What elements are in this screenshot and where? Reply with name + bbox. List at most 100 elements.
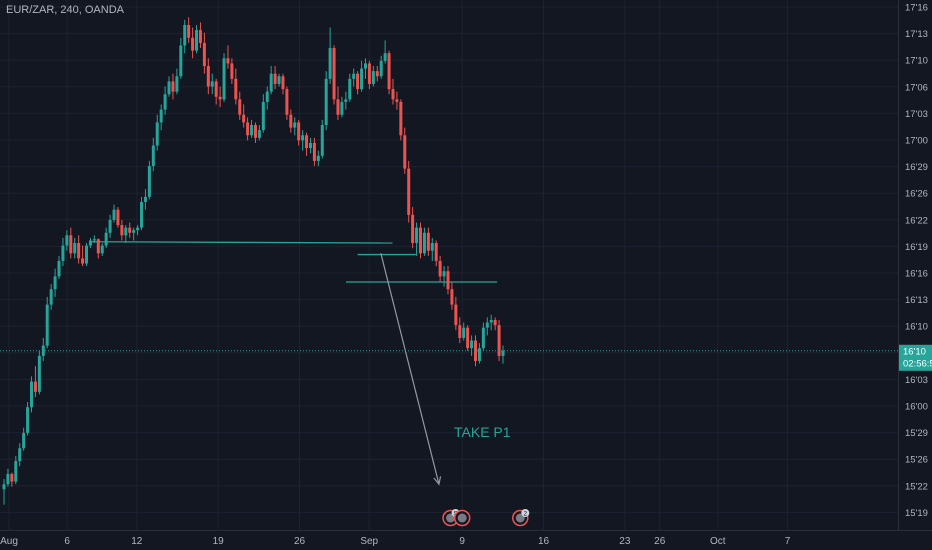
candle-body (175, 76, 179, 92)
price-tick-label: 15'26 (905, 455, 928, 466)
candle-body (336, 99, 340, 115)
candle-body (422, 232, 426, 254)
candle-body (61, 245, 65, 261)
trend-arrow[interactable] (380, 253, 442, 486)
price-tick-label: 17'00 (905, 136, 928, 147)
annotation-take-p1[interactable]: TAKE P1 (454, 424, 511, 440)
candle-body (226, 58, 230, 64)
price-tick-label: 15'22 (905, 481, 928, 492)
candle-body (426, 232, 430, 251)
time-tick-label: 7 (785, 536, 791, 547)
candle-body (265, 91, 269, 102)
candle-body (26, 407, 30, 433)
candle-body (108, 219, 112, 233)
candle-body (250, 125, 254, 136)
candle-body (69, 235, 73, 254)
candle-body (301, 135, 305, 141)
candle-body (132, 230, 136, 233)
candle-body (367, 63, 371, 84)
price-tick-label: 17'03 (905, 109, 928, 120)
time-tick-label: 26 (654, 536, 666, 547)
horizontal-levels[interactable] (90, 241, 498, 283)
time-axis[interactable]: Aug 6 12 19 26 Sep 9 16 23 26 Oct 7 (0, 536, 791, 547)
candle-body (183, 24, 187, 46)
candle-body (151, 145, 155, 167)
time-tick-label: 9 (459, 536, 465, 547)
candle-body (289, 114, 293, 128)
price-tick-label: 17'06 (905, 82, 928, 93)
candle-body (187, 24, 191, 38)
candle-body (124, 227, 128, 236)
candle-body (458, 325, 462, 338)
time-tick-label: Sep (360, 536, 378, 547)
candle-body (128, 227, 132, 233)
candle-body (320, 125, 324, 156)
current-price-label: 16'10 (903, 346, 926, 357)
candle-body (159, 109, 163, 123)
candle-body (391, 89, 395, 100)
price-tick-label: 17'16 (905, 3, 928, 14)
candle-body (171, 81, 175, 92)
symbol-title: EUR/ZAR, 240, OANDA (6, 4, 124, 16)
price-tick-label: 16'26 (905, 189, 928, 200)
time-tick-label: 23 (619, 536, 631, 547)
candle-body (344, 99, 348, 102)
candle-body (328, 48, 332, 79)
candle-body (45, 304, 49, 346)
candle-body (242, 114, 246, 123)
time-tick-label: Aug (0, 536, 18, 547)
candle-body (442, 271, 446, 277)
price-tick-label: 16'10 (905, 322, 928, 333)
candle-body (257, 130, 261, 138)
candle-body (2, 484, 6, 490)
candle-body (375, 71, 379, 77)
event-badge-label: 2 (523, 511, 527, 518)
candle-body (395, 99, 399, 102)
candle-body (104, 232, 108, 246)
candle-body (238, 99, 242, 115)
candle-body (10, 473, 14, 482)
time-tick-label: 12 (131, 536, 143, 547)
candle-body (222, 58, 226, 100)
candle-body (281, 76, 285, 90)
price-tick-label: 16'22 (905, 215, 928, 226)
candle-body (293, 122, 297, 128)
candle-body (403, 135, 407, 169)
candle-body (371, 71, 375, 84)
candle-body (163, 94, 167, 110)
candle-body (348, 78, 352, 100)
candle-body (399, 101, 403, 136)
level-line[interactable] (90, 241, 393, 244)
candle-body (481, 327, 485, 349)
candle-body (202, 42, 206, 67)
candle-body (489, 319, 493, 323)
candle-body (340, 101, 344, 115)
candlestick-series (2, 17, 505, 505)
price-tick-label: 16'13 (905, 295, 928, 306)
candle-body (191, 37, 195, 51)
candle-body (140, 201, 144, 228)
candle-body (277, 76, 281, 84)
time-tick-label: 26 (294, 536, 306, 547)
candle-body (100, 245, 104, 254)
event-markers[interactable]: S2 (442, 509, 530, 527)
candle-body (446, 271, 450, 290)
candle-body (143, 196, 147, 202)
candle-body (485, 322, 489, 328)
candle-body (30, 381, 34, 408)
price-tick-label: 16'29 (905, 162, 928, 173)
price-tick-label: 17'13 (905, 29, 928, 40)
arrow-head (433, 476, 442, 486)
candle-body (316, 155, 320, 161)
candle-body (85, 245, 89, 264)
candle-body (324, 78, 328, 126)
candle-body (18, 448, 22, 462)
candle-body (195, 30, 199, 51)
countdown-label: 02:56:5 (903, 358, 932, 369)
candle-body (198, 30, 202, 43)
price-tick-label: 16'00 (905, 402, 928, 413)
candle-body (477, 348, 481, 362)
candle-body (22, 432, 26, 449)
candle-body (297, 122, 301, 141)
